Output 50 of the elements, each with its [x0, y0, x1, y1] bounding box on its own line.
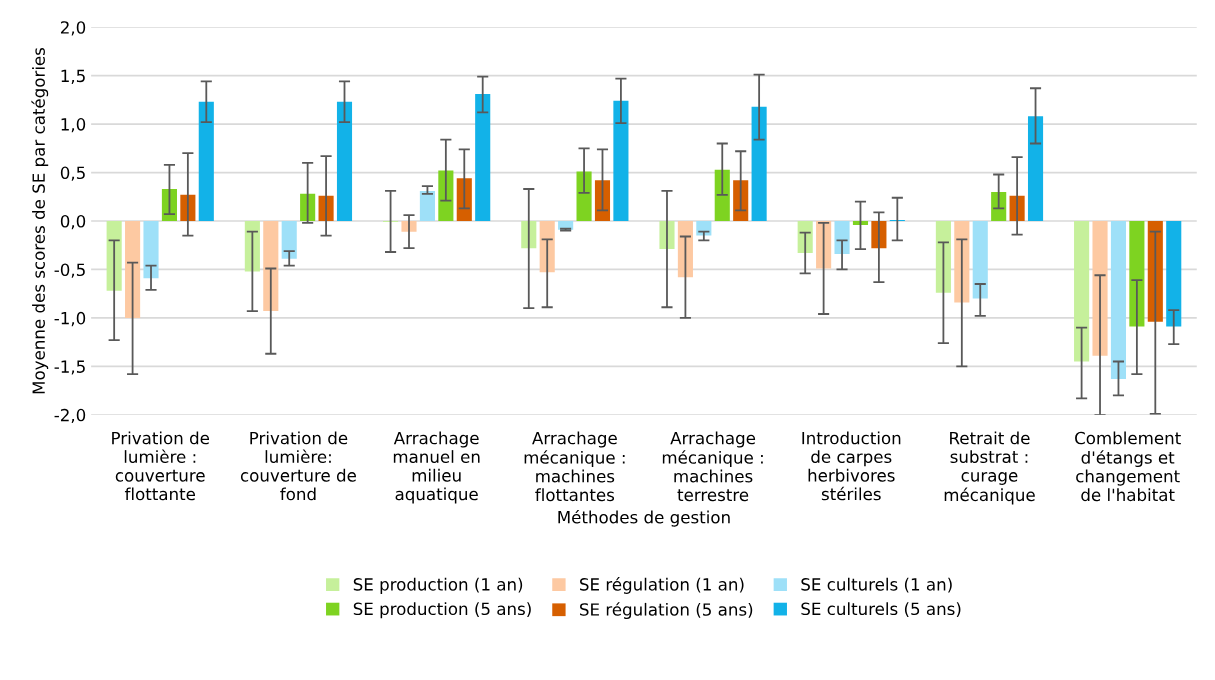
x-tick-label: Privation de lumière : couverture flottante — [112, 431, 210, 501]
bar — [576, 171, 592, 221]
bar — [1027, 116, 1044, 221]
x-tick-label: Comblement d'étangs et changement de l'habitat — [1075, 431, 1181, 502]
bar — [1110, 221, 1127, 379]
bar — [1166, 221, 1182, 327]
y-tick-label: -1,5 — [54, 360, 85, 375]
bar — [475, 94, 491, 221]
bar — [125, 221, 141, 318]
y-tick-label: 1,0 — [61, 118, 86, 133]
x-tick-label: Privation de lumière: couverture de fond — [240, 431, 356, 501]
x-tick-label: Introduction de carpes herbivores stériles — [802, 431, 901, 501]
y-tick-label: 2,0 — [60, 21, 86, 36]
legend-label: SE production (1 an) — [353, 577, 523, 594]
y-tick-label: -1,0 — [54, 311, 86, 327]
x-tick-label: Arrachage mécanique : machines terrestre — [662, 431, 763, 502]
bar — [1074, 221, 1090, 362]
x-tick-label: Arrachage mécanique : machines flottantes — [524, 431, 625, 502]
bar — [336, 101, 353, 221]
bar — [991, 191, 1007, 221]
y-tick-label: 0,0 — [60, 214, 86, 230]
bar — [263, 221, 279, 312]
bar — [161, 189, 177, 221]
bar — [834, 221, 850, 254]
y-tick-label: 0,5 — [60, 166, 85, 181]
bar — [714, 169, 730, 221]
y-tick-label: -2,0 — [54, 408, 86, 424]
bar — [954, 221, 970, 303]
legend-label: SE culturels (1 an) — [801, 577, 952, 593]
bar — [419, 190, 435, 221]
y-axis-title: Moyenne des scores de SE par catégories — [31, 47, 49, 394]
bar — [613, 100, 629, 221]
x-axis-title: Méthodes de gestion — [558, 509, 730, 527]
bar — [1092, 221, 1108, 356]
bar — [972, 221, 988, 299]
x-tick-label: Arrachage manuel en milieu aquatique — [393, 431, 480, 504]
y-tick-label: 1,5 — [61, 69, 85, 84]
bar — [143, 221, 159, 279]
legend-label: SE production (5 ans) — [353, 602, 531, 619]
bar — [1129, 221, 1145, 327]
legend-label: SE régulation (5 ans) — [580, 602, 753, 620]
legend-label: SE régulation (1 an) — [580, 577, 744, 594]
bar — [751, 106, 767, 221]
bar — [198, 101, 214, 221]
bar — [281, 221, 297, 259]
y-tick-label: -0,5 — [54, 263, 85, 278]
legend-label: SE culturels (5 ans) — [801, 602, 961, 618]
x-tick-label: Retrait de substrat : curage mécanique — [944, 431, 1035, 505]
bar — [677, 221, 693, 278]
bar — [539, 221, 555, 273]
